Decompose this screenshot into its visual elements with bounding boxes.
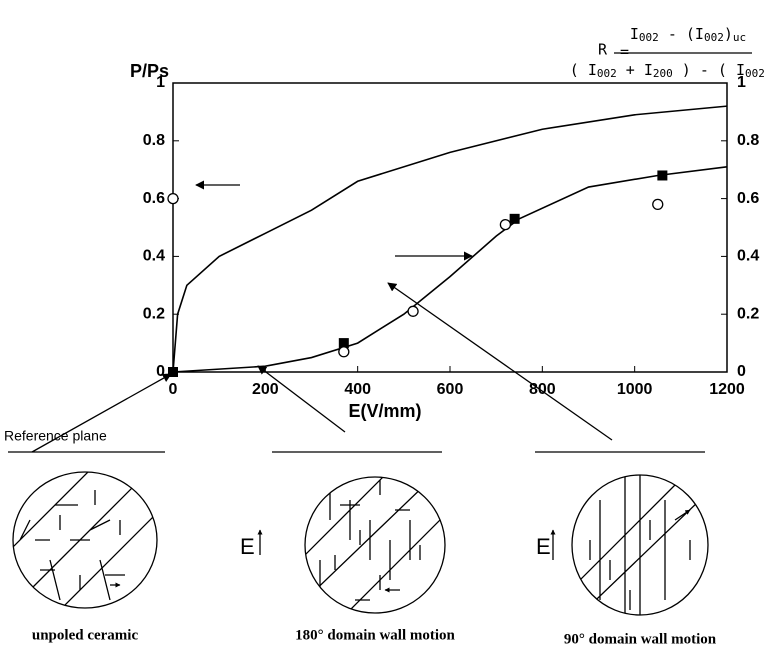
- diagram: E 90° domain wall motion: [535, 451, 717, 647]
- x-tick-label: 800: [529, 381, 556, 398]
- x-tick-label: 600: [437, 381, 464, 398]
- marker: [407, 305, 419, 317]
- formula-denominator: ( I002 + I200 ) - ( I002 )uc: [570, 61, 765, 81]
- y-axis-label: P/Ps: [130, 61, 169, 81]
- formula-numerator: I002 - (I002)uc: [630, 25, 746, 45]
- formula-subscript: 002: [745, 67, 765, 80]
- y-tick-label: 0: [156, 363, 165, 380]
- y-tick-label: 0.8: [143, 132, 165, 149]
- formula-text: ): [724, 25, 733, 43]
- formula-eq: =: [620, 43, 629, 61]
- y2-tick-label: 0: [737, 363, 746, 380]
- y2-tick-label: 0.6: [737, 190, 759, 207]
- caption: 180° domain wall motion: [295, 627, 455, 643]
- y2-tick-label: 0.2: [737, 305, 759, 322]
- diagram: unpoled ceramic: [8, 451, 165, 643]
- plot-frame: [172, 82, 728, 373]
- pointer: [387, 282, 613, 441]
- pointer: [31, 373, 172, 453]
- formula-subscript: 002: [639, 31, 659, 44]
- x-tick-label: 0: [169, 381, 178, 398]
- y2-tick-label: 1: [737, 74, 746, 91]
- marker: [657, 170, 668, 181]
- marker: [652, 198, 664, 211]
- y2-tick-label: 0.8: [737, 132, 759, 149]
- formula-subscript: uc: [733, 31, 746, 44]
- curve: [172, 105, 728, 373]
- marker: [499, 218, 512, 231]
- formula-text: I: [630, 25, 639, 43]
- formula-subscript: 200: [653, 67, 673, 80]
- curve: [172, 166, 728, 373]
- caption: 90° domain wall motion: [564, 631, 717, 647]
- x-tick-label: 1000: [617, 381, 653, 398]
- caption: unpoled ceramic: [32, 627, 139, 643]
- reference-label: Reference plane: [4, 428, 107, 444]
- marker: [338, 338, 349, 349]
- x-axis-label: E(V/mm): [348, 401, 421, 421]
- formula-text: - (I: [659, 25, 704, 43]
- marker: [167, 192, 179, 205]
- field-label: E: [240, 534, 255, 559]
- diagram: E 180° domain wall motion: [240, 451, 456, 643]
- formula-text: ( I: [570, 61, 597, 79]
- y-tick-label: 0.6: [143, 190, 165, 207]
- y-tick-label: 0.2: [143, 305, 165, 322]
- x-tick-label: 400: [344, 381, 371, 398]
- y-tick-label: 1: [156, 74, 165, 91]
- field-label: E: [536, 534, 551, 559]
- pointer: [257, 365, 346, 433]
- formula-lhs: R: [598, 41, 608, 59]
- formula-subscript: 002: [597, 67, 617, 80]
- formula-text: + I: [617, 61, 653, 79]
- y-tick-label: 0.4: [143, 248, 165, 265]
- formula-subscript: 002: [704, 31, 724, 44]
- marker: [338, 346, 350, 358]
- formula: R = I002 - (I002)uc ( I002 + I200 ) - ( …: [570, 25, 765, 81]
- formula-text: ) - ( I: [673, 61, 745, 79]
- y2-tick-label: 0.4: [737, 248, 759, 265]
- marker: [509, 213, 520, 224]
- x-tick-label: 200: [252, 381, 279, 398]
- x-tick-label: 1200: [709, 381, 745, 398]
- marker: [168, 367, 178, 377]
